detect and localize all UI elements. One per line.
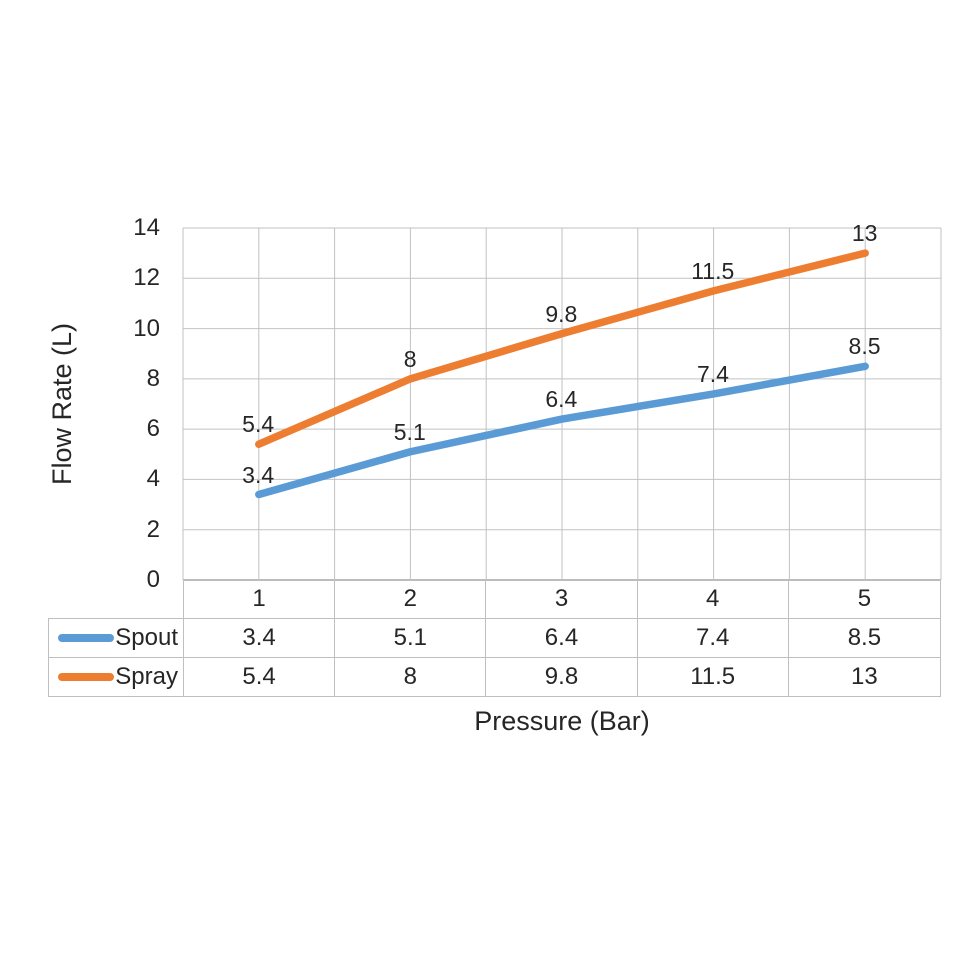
y-tick-label: 8 bbox=[146, 364, 160, 392]
y-tick-label: 6 bbox=[146, 415, 160, 443]
data-label-spout: 5.1 bbox=[393, 418, 426, 445]
table-value-spray: 9.8 bbox=[486, 657, 638, 696]
table-value-spout: 6.4 bbox=[486, 619, 638, 658]
data-label-spray: 13 bbox=[851, 220, 878, 247]
legend-line-swatch-spout bbox=[58, 633, 115, 642]
y-tick-label: 10 bbox=[133, 314, 160, 342]
data-label-spray: 5.4 bbox=[242, 411, 275, 438]
table-value-spout: 3.4 bbox=[184, 619, 336, 658]
y-tick-label: 0 bbox=[146, 566, 160, 593]
category-label: 2 bbox=[335, 580, 487, 618]
data-label-spout: 7.4 bbox=[696, 360, 729, 387]
y-tick-label: 2 bbox=[146, 515, 160, 543]
data-label-spout: 8.5 bbox=[848, 333, 881, 360]
table-value-spout: 7.4 bbox=[637, 619, 789, 658]
table-value-spout: 5.1 bbox=[335, 619, 487, 658]
y-tick-label: 12 bbox=[133, 264, 160, 292]
data-label-spray: 11.5 bbox=[691, 257, 735, 284]
table-value-spray: 11.5 bbox=[638, 657, 789, 696]
legend-key-spray: Spray bbox=[49, 657, 184, 696]
legend-key-spout: Spout bbox=[49, 619, 184, 658]
table-value-spray: 13 bbox=[851, 662, 878, 690]
table-value-spray: 5.4 bbox=[184, 657, 336, 696]
legend-line-swatch-spray bbox=[58, 672, 115, 681]
data-label-spout: 6.4 bbox=[545, 386, 578, 413]
category-label: 5 bbox=[857, 585, 872, 612]
data-table-body: Spout 3.4 5.1 6.4 7.4 8.5 Spray 5.4 8 9.8 11.5 13 bbox=[48, 618, 941, 697]
category-label: 4 bbox=[638, 580, 789, 618]
data-label-spray: 8 bbox=[403, 345, 417, 372]
series-name: Spray bbox=[115, 662, 178, 690]
x-axis-title: Pressure (Bar) bbox=[474, 706, 650, 736]
table-value-spray: 8 bbox=[335, 657, 487, 696]
y-tick-label: 4 bbox=[146, 465, 160, 493]
data-label-spray: 9.8 bbox=[545, 300, 578, 327]
y-tick-label: 14 bbox=[133, 214, 160, 241]
y-axis-title: Flow Rate (L) bbox=[47, 322, 77, 486]
category-label: 1 bbox=[184, 580, 336, 618]
data-label-spout: 3.4 bbox=[242, 461, 275, 488]
table-value-spout: 8.5 bbox=[788, 619, 940, 658]
category-label: 3 bbox=[486, 580, 638, 618]
series-name: Spout bbox=[115, 623, 178, 651]
